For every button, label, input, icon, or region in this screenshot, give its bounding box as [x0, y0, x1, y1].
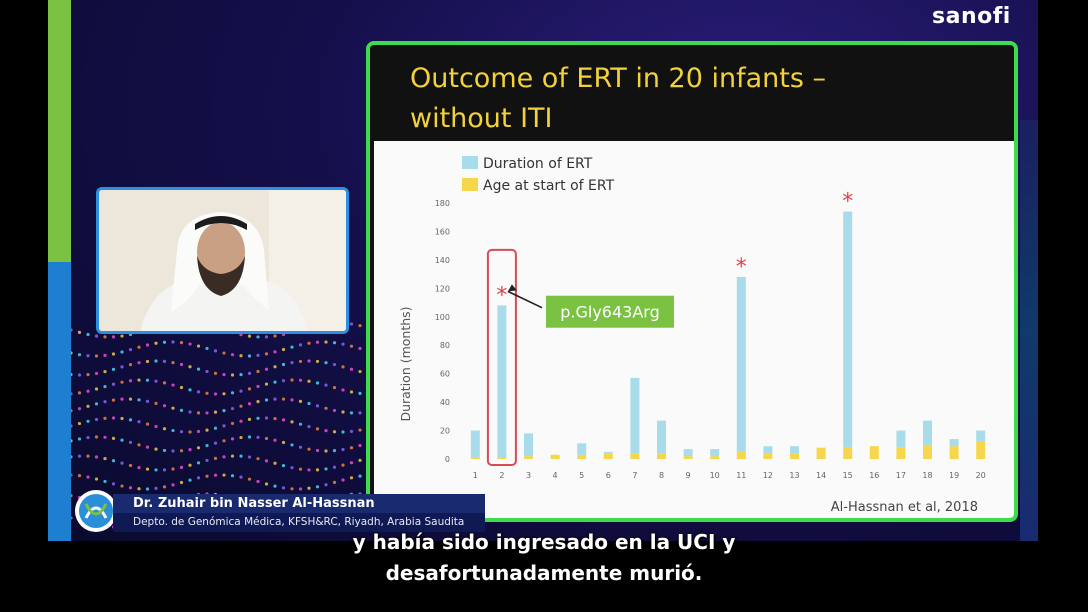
bar-duration-8 — [657, 420, 666, 454]
callout-label: p.Gly643Arg — [560, 303, 660, 322]
bar-age-5 — [577, 454, 587, 459]
bar-age-7 — [630, 453, 640, 459]
citation: Al-Hassnan et al, 2018 — [831, 500, 978, 515]
bar-duration-10 — [710, 449, 720, 457]
speaker-badge-icon — [75, 490, 117, 532]
x-tick-label: 9 — [686, 471, 691, 480]
x-tick-label: 7 — [632, 471, 637, 480]
y-tick-label: 40 — [440, 398, 450, 407]
callout-box — [546, 295, 674, 328]
left-accent-blue — [48, 262, 71, 541]
bar-age-16 — [869, 446, 879, 459]
bar-age-3 — [524, 456, 533, 459]
y-tick-label: 160 — [435, 227, 450, 236]
left-accent-green — [48, 0, 71, 262]
bar-duration-11 — [736, 276, 746, 452]
slide-header: Outcome of ERT in 20 infants – without I… — [370, 45, 1014, 141]
x-tick-label: 13 — [789, 471, 799, 480]
x-tick-label: 20 — [976, 471, 986, 480]
callout-arrow — [507, 290, 543, 309]
y-tick-label: 60 — [440, 370, 450, 379]
legend-label: Duration of ERT — [483, 156, 593, 172]
bar-age-10 — [710, 456, 720, 459]
bar-duration-3 — [524, 433, 533, 457]
y-tick-label: 120 — [435, 284, 450, 293]
highlight-box — [486, 248, 517, 466]
bar-age-13 — [790, 453, 799, 459]
bar-duration-6 — [603, 451, 613, 454]
bar-age-2 — [497, 457, 507, 459]
x-tick-label: 1 — [473, 471, 478, 480]
x-tick-label: 4 — [553, 471, 558, 480]
bar-duration-5 — [577, 443, 587, 455]
legend-swatch — [462, 156, 478, 169]
subtitle-line-1: y había sido ingresado en la UCI y — [352, 530, 736, 554]
x-tick-label: 2 — [499, 471, 504, 480]
bar-duration-13 — [790, 446, 799, 454]
y-tick-label: 180 — [435, 199, 450, 208]
bar-duration-2 — [497, 305, 507, 458]
slide-body: Duration of ERT Age at start of ERT Durat… — [374, 141, 1014, 518]
presentation-slide: Outcome of ERT in 20 infants – without I… — [366, 41, 1018, 522]
bar-duration-9 — [683, 449, 693, 457]
bar-duration-19 — [949, 439, 959, 447]
legend-label: Age at start of ERT — [483, 178, 615, 194]
asterisk-marker: * — [496, 283, 507, 308]
y-axis-label: Duration (months) — [398, 306, 413, 421]
bar-age-14 — [816, 447, 826, 459]
x-tick-label: 18 — [922, 471, 932, 480]
bar-age-12 — [763, 453, 773, 459]
bar-age-6 — [603, 453, 613, 459]
stacked-bar-chart: Duration of ERT Age at start of ERT Durat… — [398, 156, 986, 515]
asterisk-marker: * — [842, 190, 853, 215]
x-tick-label: 15 — [843, 471, 853, 480]
x-tick-label: 10 — [710, 471, 720, 480]
bar-age-15 — [843, 447, 853, 459]
bar-duration-17 — [896, 430, 906, 448]
bar-age-17 — [896, 447, 906, 459]
bar-age-4 — [550, 454, 560, 459]
bar-age-20 — [976, 441, 986, 459]
x-tick-label: 5 — [579, 471, 584, 480]
slide-title: Outcome of ERT in 20 infants – without I… — [410, 63, 826, 134]
x-tick-label: 16 — [869, 471, 879, 480]
bar-age-18 — [923, 444, 932, 459]
y-tick-label: 20 — [440, 427, 450, 436]
speaker-video — [96, 187, 349, 334]
speaker-role: Depto. de Genómica Médica, KFSH&RC, Riya… — [113, 513, 485, 532]
x-tick-label: 11 — [736, 471, 746, 480]
x-tick-label: 8 — [659, 471, 664, 480]
bar-duration-15 — [843, 211, 853, 448]
y-tick-label: 0 — [445, 455, 450, 464]
bar-age-9 — [683, 456, 693, 459]
x-tick-label: 14 — [816, 471, 826, 480]
x-tick-label: 12 — [763, 471, 773, 480]
bar-duration-20 — [976, 430, 986, 442]
subtitles: y había sido ingresado en la UCI y desaf… — [0, 527, 1088, 589]
x-tick-label: 19 — [949, 471, 959, 480]
bar-duration-12 — [763, 446, 773, 454]
x-tick-label: 17 — [896, 471, 906, 480]
bar-duration-1 — [470, 430, 480, 458]
bar-age-8 — [657, 453, 666, 459]
subtitle-line-2: desafortunadamente murió. — [385, 561, 703, 585]
y-tick-label: 80 — [440, 341, 450, 350]
legend-swatch — [462, 178, 478, 191]
speaker-portrait — [99, 190, 346, 331]
speaker-name: Dr. Zuhair bin Nasser Al-Hassnan — [113, 494, 485, 513]
y-tick-label: 100 — [435, 313, 450, 322]
y-tick-label: 140 — [435, 256, 450, 265]
bar-age-19 — [949, 446, 959, 459]
x-tick-label: 6 — [606, 471, 611, 480]
sanofi-logo: sanofi — [932, 4, 1011, 29]
right-decoration — [1020, 120, 1038, 541]
bar-duration-7 — [630, 377, 640, 454]
bar-duration-18 — [923, 420, 932, 445]
callout-arrowhead — [507, 284, 517, 292]
asterisk-marker: * — [736, 255, 747, 280]
bar-age-1 — [470, 457, 480, 459]
bar-age-11 — [736, 451, 746, 459]
x-tick-label: 3 — [526, 471, 531, 480]
